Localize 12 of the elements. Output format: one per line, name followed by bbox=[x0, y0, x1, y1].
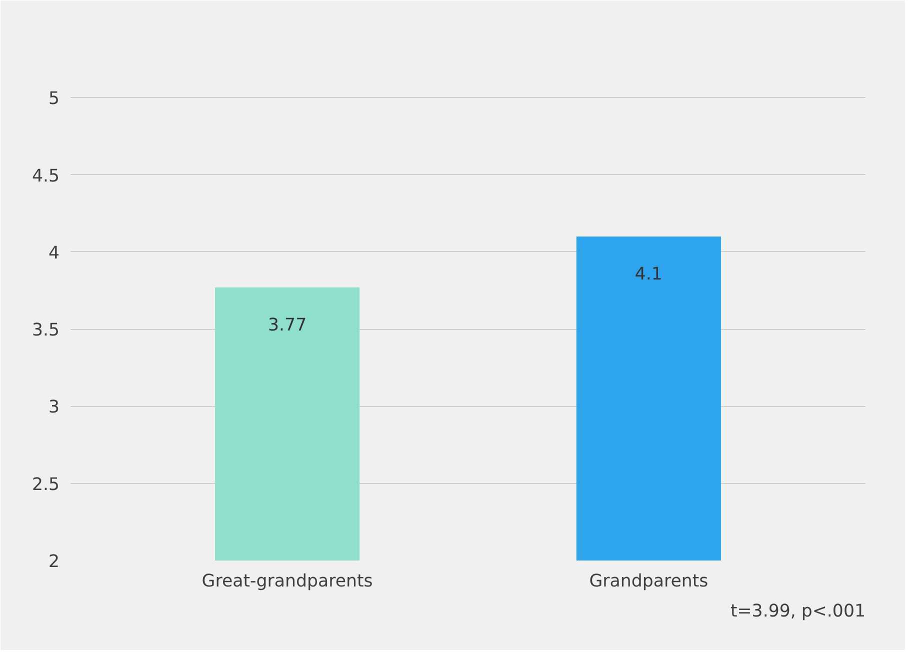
data-label: 3.77 bbox=[268, 316, 307, 336]
y-tick-label: 3 bbox=[48, 398, 60, 418]
y-tick-label: 4 bbox=[48, 243, 60, 264]
x-tick-label: Grandparents bbox=[589, 572, 708, 592]
y-tick-label: 2 bbox=[48, 552, 60, 572]
y-tick-label: 5 bbox=[48, 89, 60, 110]
y-tick-label: 3.5 bbox=[32, 320, 60, 341]
x-tick-label: Great-grandparents bbox=[202, 572, 373, 592]
y-tick-label: 2.5 bbox=[32, 474, 60, 495]
y-tick-label: 4.5 bbox=[32, 166, 60, 186]
data-label: 4.1 bbox=[634, 264, 662, 285]
text: t=3.99, p<.001 bbox=[730, 602, 866, 622]
